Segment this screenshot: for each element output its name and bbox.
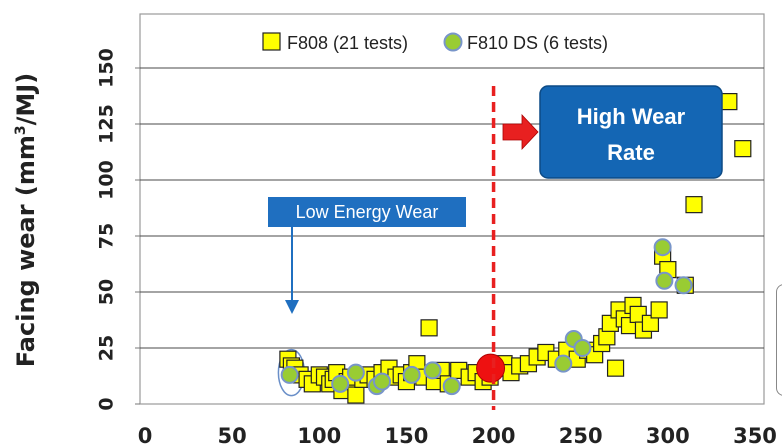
y-tick-label: 75	[96, 223, 118, 249]
data-point-circle	[331, 374, 350, 393]
high-wear-label-line1: High Wear	[577, 104, 686, 129]
legend-marker-circle	[443, 32, 463, 52]
y-axis-label-suffix: /MJ)	[12, 72, 40, 126]
data-point-circle	[402, 365, 421, 384]
data-point-circle	[373, 372, 392, 391]
y-tick-label: 125	[96, 104, 118, 144]
data-point-square	[606, 359, 625, 377]
legend-label-f810: F810 DS (6 tests)	[467, 33, 608, 53]
y-tick-label: 50	[96, 279, 118, 305]
data-point-circle	[346, 363, 365, 382]
data-point-circle	[653, 238, 672, 257]
high-wear-arrow	[502, 113, 539, 151]
x-tick-label: 100	[297, 424, 341, 448]
x-tick-label: 200	[472, 424, 516, 448]
y-axis-label-wrap: Facing wear (mm3/MJ)	[4, 40, 48, 400]
low-energy-label: Low Energy Wear	[296, 202, 439, 222]
x-tick-labels: 0 50 100 150 200 250 300 350	[138, 424, 777, 448]
y-tick-label: 150	[96, 48, 118, 88]
high-wear-label-line2: Rate	[607, 140, 655, 165]
y-axis-label: Facing wear (mm3/MJ)	[12, 73, 40, 367]
y-tick-label: 0	[96, 397, 118, 410]
y-tick-label: 25	[96, 335, 118, 361]
data-point-square	[720, 92, 738, 111]
y-axis-label-prefix: Facing wear (mm	[12, 135, 40, 368]
highlight-point	[476, 353, 506, 383]
cropped-side-box	[776, 284, 782, 396]
data-point-square	[734, 140, 752, 158]
data-point-square	[650, 301, 668, 319]
series-2	[280, 238, 693, 396]
y-axis-label-sup: 3	[13, 125, 29, 136]
high-wear-box	[539, 85, 723, 179]
grid-lines	[135, 67, 764, 405]
low-energy-box	[268, 197, 466, 227]
annotations: Low Energy Wear High Wear Rate	[268, 85, 723, 314]
data-point-circle	[554, 354, 573, 373]
x-tick-label: 50	[218, 424, 247, 448]
data-point-circle	[280, 365, 299, 384]
data-point-circle	[655, 271, 674, 290]
x-tick-label: 0	[138, 424, 153, 448]
x-tick-label: 250	[559, 424, 603, 448]
legend: F808 (21 tests) F810 DS (6 tests)	[262, 32, 608, 53]
data-point-square	[420, 319, 438, 337]
legend-marker-square	[262, 32, 281, 51]
data-point-circle	[573, 339, 592, 357]
low-energy-arrow-head	[285, 300, 299, 314]
data-point-circle	[442, 377, 461, 396]
data-point-square	[347, 386, 365, 404]
data-point-square	[685, 196, 703, 214]
data-series	[279, 92, 752, 404]
legend-label-f808: F808 (21 tests)	[287, 33, 408, 53]
x-tick-label: 300	[646, 424, 690, 448]
x-tick-label: 150	[385, 424, 429, 448]
x-tick-label: 350	[733, 424, 777, 448]
y-tick-labels: 0 25 50 75 100 125 150	[96, 48, 118, 410]
data-point-circle	[674, 276, 693, 295]
data-point-circle	[423, 361, 442, 380]
data-point-square	[641, 314, 660, 332]
y-tick-label: 100	[96, 160, 118, 200]
